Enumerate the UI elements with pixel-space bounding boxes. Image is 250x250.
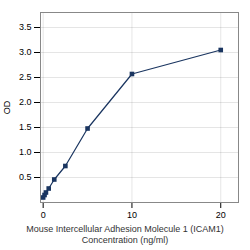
svg-text:1.0: 1.0	[19, 147, 32, 157]
svg-text:1.5: 1.5	[19, 122, 32, 132]
html-text:Mouse Intercellular Adhesion M: Mouse Intercellular Adhesion Molecule 1 …	[26, 224, 224, 234]
svg-text:3.5: 3.5	[19, 22, 32, 32]
html-text:Concentration (ng/ml): Concentration (ng/ml)	[81, 235, 169, 245]
svg-text:3.0: 3.0	[19, 47, 32, 57]
svg-text:2.0: 2.0	[19, 97, 32, 107]
svg-text:10: 10	[127, 210, 137, 220]
svg-text:0: 0	[41, 210, 46, 220]
svg-text:20: 20	[216, 210, 226, 220]
svg-text:2.5: 2.5	[19, 72, 32, 82]
svg-text:OD: OD	[2, 100, 12, 114]
svg-text:0.5: 0.5	[19, 172, 32, 182]
